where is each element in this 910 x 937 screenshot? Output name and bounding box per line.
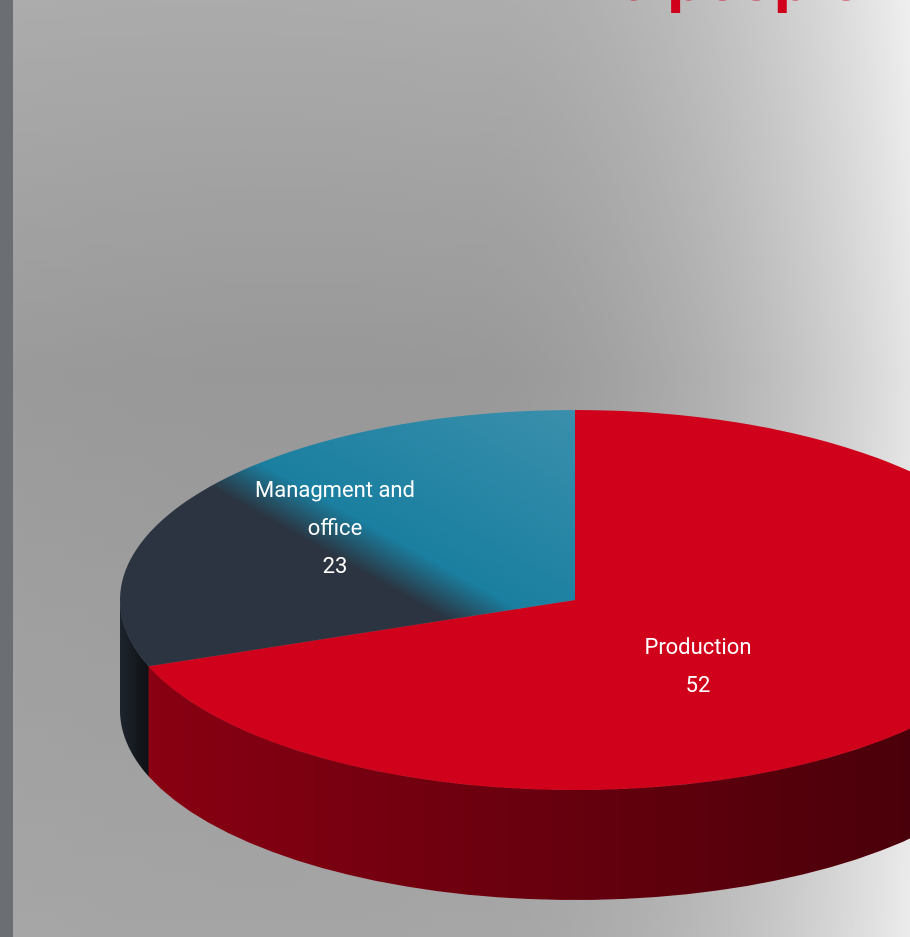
pie-slice: [119, 410, 576, 667]
slice-label: Production 52: [613, 629, 783, 705]
slice-label: Managment and office 23: [250, 472, 420, 586]
side-strip: [0, 0, 13, 937]
chart-title: 75 people: [578, 0, 862, 16]
slice-value: 23: [322, 554, 348, 579]
pie-side-shade: [148, 666, 910, 900]
pie-slice: [148, 410, 910, 790]
slice-value: 52: [685, 673, 711, 698]
pie-side-shade: [120, 600, 149, 777]
